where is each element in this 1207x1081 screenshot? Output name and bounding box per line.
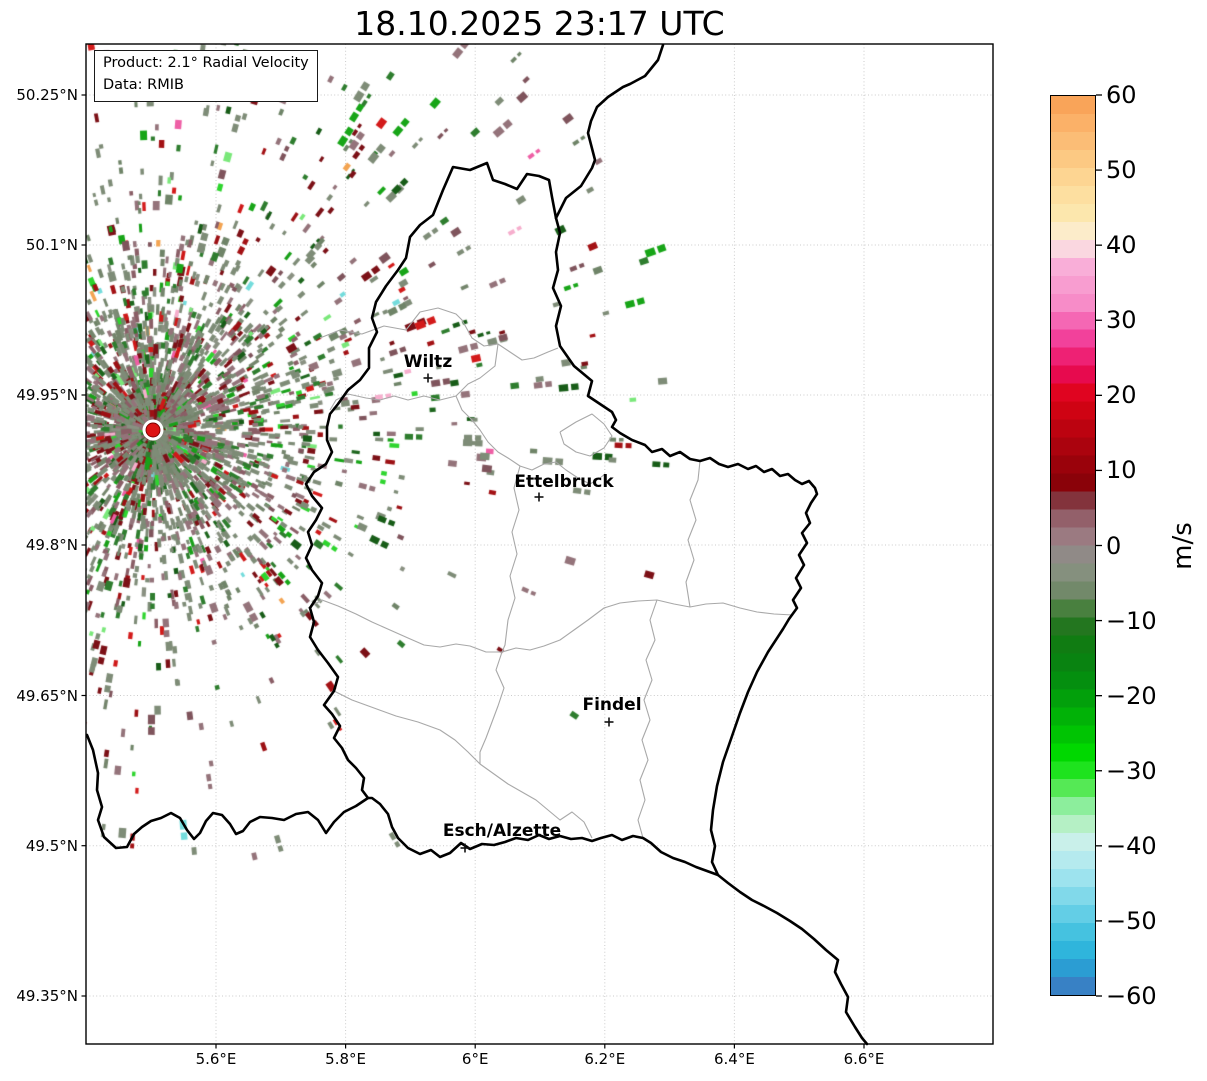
city-label: Ettelbruck: [514, 472, 614, 492]
colorbar-tick-label: 60: [1106, 81, 1137, 109]
y-axis-tick-label: 49.5°N: [25, 836, 78, 855]
city-marker: [604, 717, 614, 727]
y-axis-tick-label: 50.25°N: [16, 86, 78, 104]
y-axis-tick-label: 49.35°N: [16, 987, 78, 1005]
figure-title: 18.10.2025 23:17 UTC: [354, 4, 725, 43]
colorbar-tick-label: 50: [1106, 156, 1137, 185]
x-axis-tick-label: 6.4°E: [713, 1050, 755, 1068]
x-axis-tick-label: 6°E: [461, 1050, 489, 1068]
colorbar-tick-label: −20: [1106, 681, 1157, 710]
x-axis-tick-label: 6.6°E: [843, 1050, 885, 1068]
colorbar-tick-label: 10: [1106, 456, 1137, 485]
colorbar-tick-label: 20: [1106, 381, 1137, 410]
product-info-line: Product: 2.1° Radial Velocity: [103, 55, 309, 71]
city-label: Esch/Alzette: [442, 821, 562, 841]
radar-site-marker: [142, 419, 164, 441]
x-axis-tick-label: 5.6°E: [195, 1050, 237, 1068]
colorbar-tick-label: −40: [1106, 831, 1157, 860]
colorbar-tick-label: 30: [1106, 306, 1137, 335]
city-marker: [534, 492, 544, 502]
colorbar: [1050, 95, 1096, 996]
colorbar-tick-label: 0: [1106, 531, 1122, 560]
colorbar-tick-label: −60: [1106, 982, 1157, 1010]
city-marker: [460, 843, 470, 853]
city-label: Wiltz: [403, 352, 453, 372]
x-axis-tick-label: 6.2°E: [584, 1050, 626, 1068]
data-source-line: Data: RMIB: [103, 76, 184, 93]
colorbar-tick-label: −50: [1106, 906, 1157, 935]
colorbar-unit-label: m/s: [1168, 522, 1198, 570]
radar-echo-layer: [86, 44, 993, 1044]
y-axis-tick-label: 50.1°N: [25, 236, 78, 254]
x-axis-tick-label: 5.8°E: [325, 1050, 367, 1068]
y-axis-tick-label: 49.65°N: [16, 686, 78, 705]
colorbar-tick-label: −30: [1106, 756, 1157, 785]
y-axis-tick-label: 49.95°N: [16, 386, 78, 404]
colorbar-tick-label: 40: [1106, 231, 1137, 260]
colorbar-tick-label: −10: [1106, 606, 1157, 635]
product-info-box: Product: 2.1° Radial Velocity Data: RMIB: [94, 50, 318, 102]
city-marker: [423, 373, 433, 383]
y-axis-tick-label: 49.8°N: [25, 536, 78, 554]
city-label: Findel: [582, 695, 642, 715]
